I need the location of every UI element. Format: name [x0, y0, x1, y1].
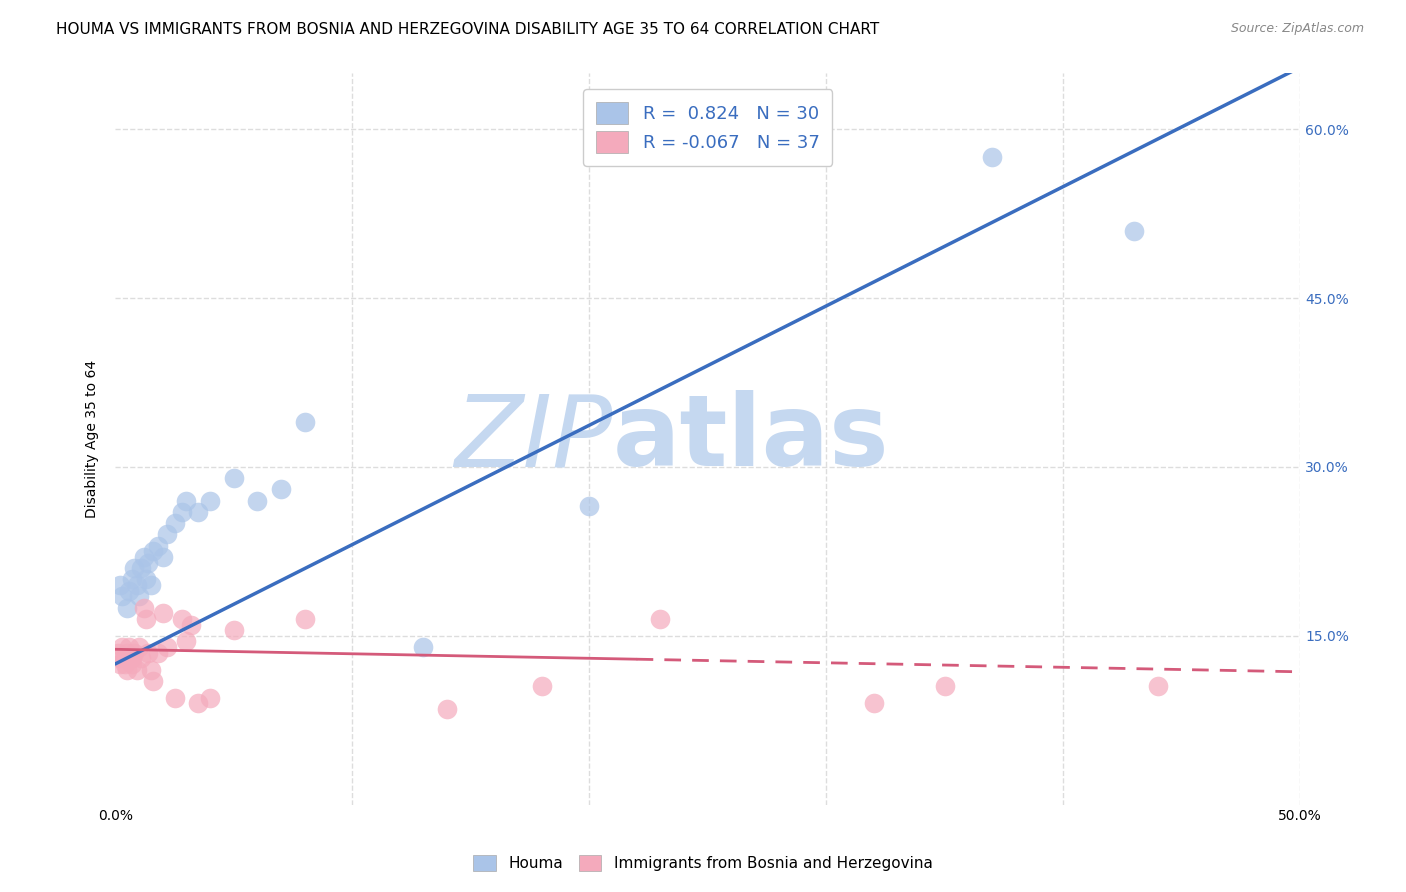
Point [198, 493, 221, 508]
Point [128, 590, 150, 604]
Point [138, 646, 160, 660]
Point [132, 549, 155, 564]
Point [111, 640, 134, 654]
Point [294, 415, 316, 429]
Point [146, 646, 169, 660]
Point [146, 539, 169, 553]
Point [115, 663, 138, 677]
Point [114, 657, 136, 671]
Point [163, 516, 186, 531]
Point [125, 663, 148, 677]
Point [108, 651, 131, 665]
Point [139, 578, 162, 592]
Point [650, 612, 672, 626]
Point [187, 696, 209, 710]
Point [180, 617, 202, 632]
Text: HOUMA VS IMMIGRANTS FROM BOSNIA AND HERZEGOVINA DISABILITY AGE 35 TO 64 CORRELAT: HOUMA VS IMMIGRANTS FROM BOSNIA AND HERZ… [56, 22, 880, 37]
Point [108, 578, 131, 592]
Point [163, 690, 186, 705]
Point [122, 561, 145, 575]
Point [114, 651, 136, 665]
Point [118, 640, 141, 654]
Point [1147, 680, 1170, 694]
Point [222, 623, 245, 637]
Point [436, 702, 458, 716]
Point [187, 505, 209, 519]
Legend: R =  0.824   N = 30, R = -0.067   N = 37: R = 0.824 N = 30, R = -0.067 N = 37 [583, 89, 832, 166]
Point [142, 544, 165, 558]
Point [122, 646, 145, 660]
Point [152, 607, 174, 621]
Text: Source: ZipAtlas.com: Source: ZipAtlas.com [1230, 22, 1364, 36]
Text: ZIP: ZIP [454, 391, 613, 487]
Y-axis label: Disability Age 35 to 64: Disability Age 35 to 64 [86, 359, 100, 518]
Point [530, 680, 553, 694]
Point [135, 573, 157, 587]
Point [128, 640, 150, 654]
Point [131, 651, 153, 665]
Point [176, 634, 198, 648]
Point [270, 483, 292, 497]
Point [152, 549, 174, 564]
Point [934, 680, 956, 694]
Point [142, 673, 165, 688]
Point [139, 663, 162, 677]
Point [125, 578, 148, 592]
Point [156, 640, 179, 654]
Point [170, 612, 193, 626]
Point [222, 471, 245, 485]
Point [111, 590, 134, 604]
Point [115, 600, 138, 615]
Point [132, 600, 155, 615]
Point [578, 500, 600, 514]
Point [131, 561, 153, 575]
Point [198, 690, 221, 705]
Point [115, 646, 138, 660]
Point [108, 657, 131, 671]
Point [862, 696, 884, 710]
Point [121, 573, 143, 587]
Point [121, 657, 143, 671]
Point [170, 505, 193, 519]
Point [156, 527, 179, 541]
Point [135, 612, 157, 626]
Point [294, 612, 316, 626]
Point [107, 646, 129, 660]
Point [981, 150, 1004, 164]
Legend: Houma, Immigrants from Bosnia and Herzegovina: Houma, Immigrants from Bosnia and Herzeg… [467, 849, 939, 877]
Point [1123, 223, 1146, 237]
Text: atlas: atlas [613, 391, 890, 487]
Point [121, 651, 143, 665]
Point [412, 640, 434, 654]
Point [246, 493, 269, 508]
Point [118, 583, 141, 598]
Point [176, 493, 198, 508]
Point [138, 556, 160, 570]
